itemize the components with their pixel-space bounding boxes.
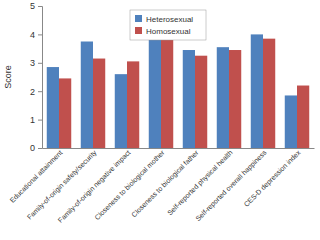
y-tick-mark <box>38 6 42 7</box>
bar <box>81 42 93 149</box>
y-tick-mark <box>38 91 42 92</box>
bar <box>115 74 127 148</box>
bar <box>149 34 161 148</box>
y-tick-mark <box>38 34 42 35</box>
y-axis: 0 1 2 3 4 5 <box>30 1 43 153</box>
bar <box>297 86 309 148</box>
x-tick: Closeness to biological mother <box>93 148 167 222</box>
legend-label: Heterosexual <box>146 15 193 24</box>
y-axis-title: Score <box>3 65 13 89</box>
bar <box>217 47 229 148</box>
x-tick: CES-D depression index <box>243 148 303 209</box>
legend-swatch <box>135 15 142 22</box>
x-tick-label: Family-of-origin negative impact <box>57 149 133 225</box>
bar <box>251 34 263 148</box>
x-tick-label: Family-of-origin safety/security <box>26 148 99 221</box>
y-tick: 5 <box>30 1 42 11</box>
y-tick-label: 4 <box>30 30 35 40</box>
y-tick-label: 3 <box>30 58 35 68</box>
bar <box>93 59 105 148</box>
y-tick-mark <box>38 148 42 149</box>
legend-swatch <box>135 27 142 34</box>
x-axis-line <box>43 148 315 149</box>
bar <box>285 95 297 148</box>
x-axis: Educational attainmentFamily-of-origin s… <box>8 148 314 225</box>
bar <box>229 50 241 148</box>
x-tick-label: Closeness to biological mother <box>93 148 167 222</box>
x-tick: Family-of-origin negative impact <box>57 148 133 225</box>
bar <box>195 56 207 148</box>
y-tick: 4 <box>30 30 42 40</box>
y-tick-label: 1 <box>30 115 35 125</box>
x-tick: Self-reported physical health <box>166 148 234 217</box>
x-tick-label: Self-reported overall happiness <box>194 148 269 223</box>
y-tick: 1 <box>30 115 42 125</box>
bar <box>263 39 275 148</box>
y-tick-mark <box>38 120 42 121</box>
bar <box>59 78 71 148</box>
y-tick: 3 <box>30 58 42 68</box>
x-tick-label: Closeness to biological father <box>130 148 201 219</box>
x-tick-label: CES-D depression index <box>243 148 303 208</box>
y-tick-mark <box>38 63 42 64</box>
bar <box>127 61 139 148</box>
chart: 0 1 2 3 4 5 Educational attainmentFamily-of-or… <box>0 0 320 240</box>
x-tick: Family-of-origin safety/security <box>26 148 99 222</box>
x-tick: Closeness to biological father <box>130 148 201 219</box>
y-tick: 0 <box>30 143 42 153</box>
plot: 0 1 2 3 4 5 Educational attainmentFamily-of-or… <box>8 1 314 224</box>
y-axis-line <box>38 7 43 149</box>
bar <box>47 67 59 148</box>
x-tick-label: Self-reported physical health <box>166 149 234 217</box>
bar <box>183 50 195 148</box>
legend: Heterosexual Homosexual <box>130 10 206 40</box>
y-tick-label: 2 <box>30 87 35 97</box>
y-tick-label: 5 <box>30 1 35 11</box>
y-tick: 2 <box>30 87 42 97</box>
legend-label: Homosexual <box>146 27 191 36</box>
y-tick-label: 0 <box>30 143 35 153</box>
x-tick: Self-reported overall happiness <box>194 148 269 223</box>
bars <box>47 34 309 148</box>
legend-box <box>130 10 206 40</box>
bar <box>161 36 173 148</box>
